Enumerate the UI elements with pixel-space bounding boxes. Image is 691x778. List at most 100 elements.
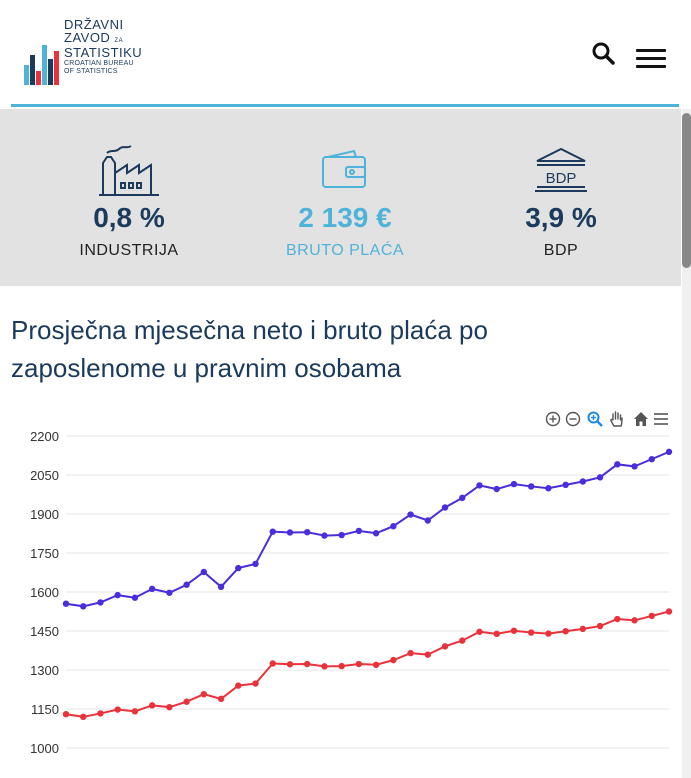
data-point — [183, 581, 190, 588]
data-point — [579, 625, 587, 633]
zoom-in-icon[interactable] — [544, 410, 562, 428]
dzs-logo[interactable]: DRŽAVNI ZAVOD ZA STATISTIKU CROATIAN BUR… — [24, 15, 154, 85]
data-point — [510, 480, 518, 488]
zoom-out-icon[interactable] — [564, 410, 582, 428]
stat-label: INDUSTRIJA — [79, 242, 179, 259]
data-point — [321, 663, 328, 670]
y-tick-label: 1150 — [31, 702, 59, 717]
data-point — [269, 528, 276, 535]
data-point — [648, 612, 655, 620]
header-divider — [11, 104, 679, 107]
logo-line-3: STATISTIKU — [64, 45, 143, 60]
series-line — [65, 610, 670, 718]
data-point — [355, 660, 363, 668]
data-point — [424, 651, 431, 658]
data-point — [252, 680, 259, 687]
data-point — [631, 463, 638, 470]
data-point — [200, 690, 208, 698]
data-point — [441, 504, 449, 511]
selection-zoom-icon[interactable] — [586, 410, 604, 428]
pan-hand-icon[interactable] — [608, 410, 626, 428]
data-point — [62, 600, 70, 607]
logo-bar — [48, 59, 53, 85]
data-point — [131, 594, 139, 601]
data-point — [407, 649, 414, 657]
search-icon[interactable] — [591, 41, 615, 65]
data-point — [338, 531, 345, 539]
data-point — [114, 706, 121, 713]
key-indicators: 0,8 % INDUSTRIJA 2 139 € BRUTO PLAĆA BDP… — [0, 109, 681, 286]
stat-value: 2 139 € — [298, 202, 392, 233]
y-tick-label: 1450 — [30, 624, 59, 639]
data-point — [631, 617, 638, 624]
data-point — [148, 702, 156, 709]
data-point — [148, 585, 156, 593]
data-point — [235, 682, 242, 689]
data-point — [441, 643, 449, 650]
logo-line-1: DRŽAVNI — [64, 17, 124, 32]
data-point — [579, 478, 587, 485]
data-point — [338, 662, 345, 670]
y-tick-label: 2050 — [30, 468, 59, 483]
data-point — [527, 629, 535, 636]
factory-icon — [99, 145, 159, 196]
data-point — [80, 713, 87, 720]
menu-line — [636, 49, 666, 52]
data-point — [62, 711, 70, 718]
logo-bar — [54, 51, 59, 85]
data-point — [235, 564, 242, 572]
data-point — [114, 591, 121, 599]
data-point — [200, 568, 208, 576]
data-point — [269, 660, 276, 667]
data-point — [562, 481, 569, 489]
data-point — [252, 560, 259, 568]
logo-wordmark: DRŽAVNI ZAVOD ZA STATISTIKU — [64, 17, 143, 60]
data-point — [596, 474, 604, 481]
data-point — [648, 455, 655, 463]
data-point — [614, 461, 621, 468]
data-point — [545, 485, 552, 492]
data-point — [304, 660, 311, 668]
data-point — [562, 628, 569, 635]
data-point — [166, 703, 173, 711]
data-point — [510, 627, 518, 634]
chart-toolbar — [544, 410, 674, 430]
data-point — [459, 637, 466, 644]
scrollbar-track[interactable] — [682, 109, 691, 778]
scrollbar-thumb[interactable] — [682, 113, 691, 268]
logo-bar — [24, 65, 29, 85]
y-tick-label: 1900 — [30, 507, 59, 522]
data-point — [476, 482, 483, 489]
data-point — [596, 622, 604, 630]
data-point — [131, 708, 139, 715]
data-point — [355, 527, 363, 535]
logo-sub-2: OF STATISTICS — [64, 68, 118, 75]
y-tick-label: 1600 — [30, 585, 59, 600]
stat-value: 3,9 % — [525, 202, 597, 233]
y-tick-label: 1300 — [30, 663, 59, 678]
data-point — [286, 661, 294, 668]
logo-line-2: ZAVOD ZA — [64, 29, 142, 48]
site-header: DRŽAVNI ZAVOD ZA STATISTIKU CROATIAN BUR… — [0, 0, 691, 107]
y-tick-label: 1750 — [30, 546, 59, 561]
data-point — [372, 661, 380, 668]
data-point — [80, 603, 87, 610]
chart-menu-icon[interactable] — [652, 410, 670, 428]
data-point — [97, 599, 104, 606]
stat-label: BRUTO PLAĆA — [285, 242, 405, 259]
wallet-icon — [322, 149, 366, 188]
data-point — [545, 630, 552, 637]
data-point — [286, 529, 294, 536]
data-point — [527, 483, 535, 490]
reset-home-icon[interactable] — [632, 410, 650, 428]
hamburger-menu-icon[interactable] — [636, 49, 666, 71]
stat-value: 0,8 % — [93, 202, 165, 233]
logo-line-2-text: ZAVOD — [64, 29, 111, 45]
data-point — [372, 530, 380, 537]
logo-bar — [36, 71, 41, 85]
data-point — [614, 615, 621, 623]
data-point — [321, 532, 328, 539]
data-point — [665, 448, 673, 456]
data-point — [424, 517, 431, 524]
data-point — [407, 511, 414, 518]
